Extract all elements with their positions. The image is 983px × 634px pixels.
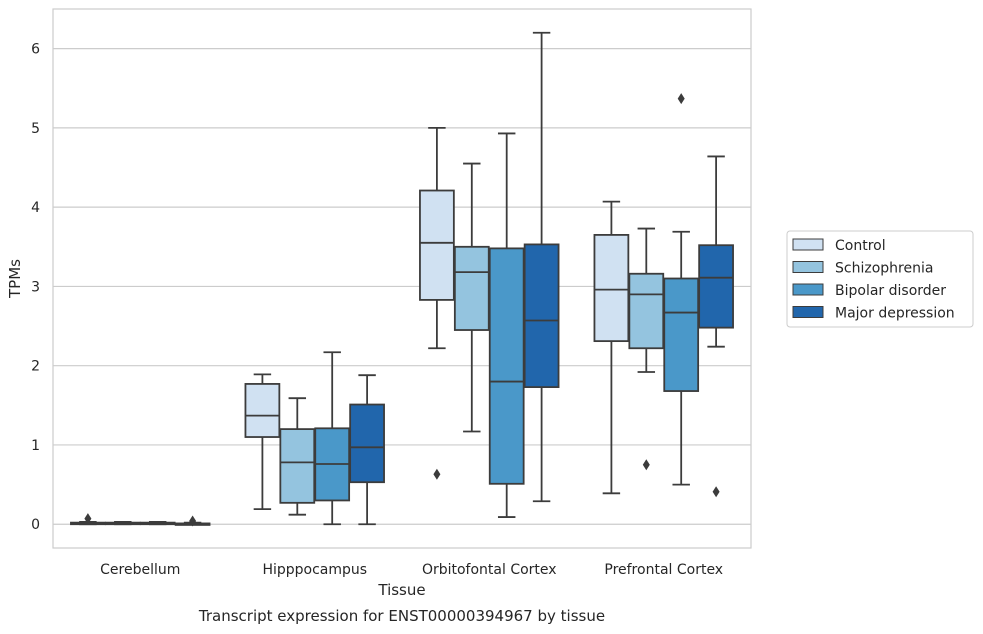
boxes-layer xyxy=(70,31,734,527)
box-3-3 xyxy=(698,155,734,498)
y-tick-label: 5 xyxy=(31,121,40,137)
box-0-3 xyxy=(174,515,211,527)
legend-swatch xyxy=(792,283,824,296)
x-axis-ticks: Cerebellum Hipppocampus Orbitofontal Corte… xyxy=(100,562,723,578)
y-axis-label: TPMs xyxy=(6,259,24,299)
box-0-0 xyxy=(70,513,106,526)
box-iqr xyxy=(593,234,630,343)
legend-swatch xyxy=(792,306,824,318)
box-iqr xyxy=(349,403,385,484)
y-tick-label: 0 xyxy=(31,517,40,533)
y-gridlines xyxy=(53,48,751,525)
outlier-point xyxy=(642,459,650,471)
box-iqr xyxy=(244,383,281,438)
x-axis-label: Tissue xyxy=(377,581,425,599)
x-tick-label: Orbitofontal Cortex xyxy=(422,562,557,578)
plot-area-frame xyxy=(52,8,752,549)
box-2-3 xyxy=(523,31,560,503)
legend-label: Control xyxy=(835,238,886,254)
box-3-2 xyxy=(663,93,700,486)
legend-item: Control xyxy=(792,238,886,254)
y-tick-label: 1 xyxy=(31,438,40,454)
y-tick-label: 6 xyxy=(31,42,40,58)
box-3-1 xyxy=(628,227,665,471)
box-1-2 xyxy=(314,351,351,526)
box-iqr xyxy=(488,247,525,485)
outlier-point xyxy=(677,93,685,105)
x-tick-label: Prefrontal Cortex xyxy=(604,562,723,578)
legend-item: Major depression xyxy=(792,306,955,322)
chart-title: Transcript expression for ENST0000039496… xyxy=(198,607,605,625)
box-3-0 xyxy=(593,200,630,495)
outlier-point xyxy=(84,513,92,525)
box-1-3 xyxy=(349,374,385,526)
box-iqr xyxy=(628,272,665,350)
legend-swatch xyxy=(792,261,824,273)
box-iqr xyxy=(419,189,455,301)
box-2-1 xyxy=(453,162,490,433)
legend-label: Schizophrenia xyxy=(835,261,933,277)
box-iqr xyxy=(453,245,490,331)
box-1-0 xyxy=(244,373,281,511)
box-0-1 xyxy=(104,520,141,526)
legend-swatch xyxy=(792,238,824,251)
legend-label: Major depression xyxy=(835,306,955,322)
box-iqr xyxy=(698,244,734,329)
legend-item: Bipolar disorder xyxy=(792,283,946,299)
outlier-point xyxy=(433,468,441,480)
box-0-2 xyxy=(139,520,176,526)
legend-label: Bipolar disorder xyxy=(835,283,946,299)
outlier-point xyxy=(712,486,720,498)
y-axis-ticks: 0 1 2 3 4 5 6 xyxy=(31,42,40,534)
legend-item: Schizophrenia xyxy=(792,261,933,277)
box-2-2 xyxy=(488,132,525,518)
outlier-point xyxy=(189,515,197,527)
box-1-1 xyxy=(279,397,316,516)
box-iqr xyxy=(279,428,316,504)
box-iqr xyxy=(523,243,560,388)
legend-frame xyxy=(786,230,974,328)
legend: Control Schizophrenia Bipolar disorder Majo… xyxy=(786,230,974,328)
x-tick-label: Hipppocampus xyxy=(262,562,367,578)
box-2-0 xyxy=(419,126,455,480)
box-iqr xyxy=(663,277,700,392)
x-tick-label: Cerebellum xyxy=(100,562,180,578)
y-tick-label: 4 xyxy=(31,200,40,216)
y-tick-label: 3 xyxy=(31,279,40,295)
y-tick-label: 2 xyxy=(31,359,40,375)
